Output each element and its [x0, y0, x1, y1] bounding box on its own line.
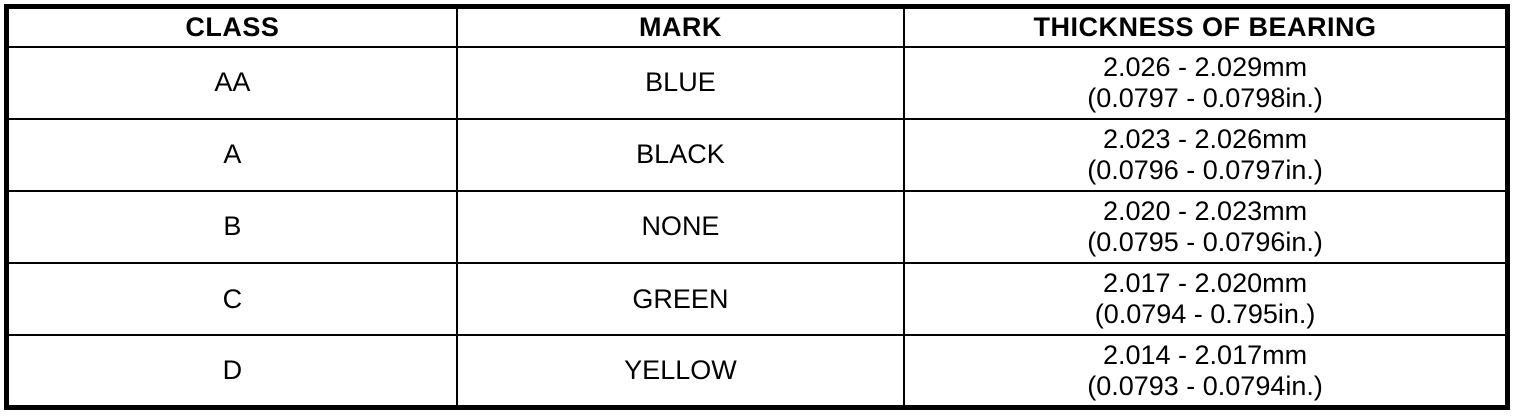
thickness-in: (0.0796 - 0.0797in.)	[1087, 154, 1323, 185]
thickness-in: (0.0795 - 0.0796in.)	[1087, 226, 1323, 257]
header-mark: MARK	[455, 5, 906, 48]
table-row: B NONE 2.020 - 2.023mm (0.0795 - 0.0796i…	[5, 189, 1509, 265]
thickness-mm: 2.026 - 2.029mm	[1102, 51, 1308, 82]
thickness-mm: 2.020 - 2.023mm	[1102, 195, 1308, 226]
table-row: D YELLOW 2.014 - 2.017mm (0.0793 - 0.079…	[5, 334, 1509, 409]
class-cell: C	[5, 262, 458, 337]
class-cell: B	[5, 189, 458, 265]
mark-cell: NONE	[455, 189, 906, 265]
table-row: AA BLUE 2.026 - 2.029mm (0.0797 - 0.0798…	[5, 45, 1509, 120]
thickness-mm: 2.014 - 2.017mm	[1102, 339, 1308, 370]
mark-cell: GREEN	[455, 262, 906, 337]
thickness-in: (0.0793 - 0.0794in.)	[1087, 370, 1323, 401]
thickness-cell: 2.020 - 2.023mm (0.0795 - 0.0796in.)	[903, 189, 1509, 265]
thickness-mm: 2.017 - 2.020mm	[1102, 268, 1308, 299]
mark-cell: YELLOW	[455, 334, 906, 409]
class-cell: AA	[5, 45, 458, 120]
thickness-cell: 2.014 - 2.017mm (0.0793 - 0.0794in.)	[903, 334, 1509, 409]
class-cell: A	[5, 117, 458, 192]
thickness-in: (0.0797 - 0.0798in.)	[1087, 82, 1323, 113]
mark-cell: BLUE	[455, 45, 906, 120]
thickness-mm: 2.023 - 2.026mm	[1102, 123, 1308, 154]
header-row: CLASS MARK THICKNESS OF BEARING	[5, 5, 1509, 48]
table-row: C GREEN 2.017 - 2.020mm (0.0794 - 0.795i…	[5, 262, 1509, 337]
table-row: A BLACK 2.023 - 2.026mm (0.0796 - 0.0797…	[5, 117, 1509, 192]
thickness-cell: 2.023 - 2.026mm (0.0796 - 0.0797in.)	[903, 117, 1509, 192]
thickness-in: (0.0794 - 0.795in.)	[1094, 299, 1316, 330]
header-thickness: THICKNESS OF BEARING	[903, 5, 1509, 48]
bearing-thickness-table: CLASS MARK THICKNESS OF BEARING AA BLUE …	[4, 4, 1510, 410]
mark-cell: BLACK	[455, 117, 906, 192]
thickness-cell: 2.026 - 2.029mm (0.0797 - 0.0798in.)	[903, 45, 1509, 120]
header-class: CLASS	[5, 5, 458, 48]
thickness-cell: 2.017 - 2.020mm (0.0794 - 0.795in.)	[903, 262, 1509, 337]
class-cell: D	[5, 334, 458, 409]
